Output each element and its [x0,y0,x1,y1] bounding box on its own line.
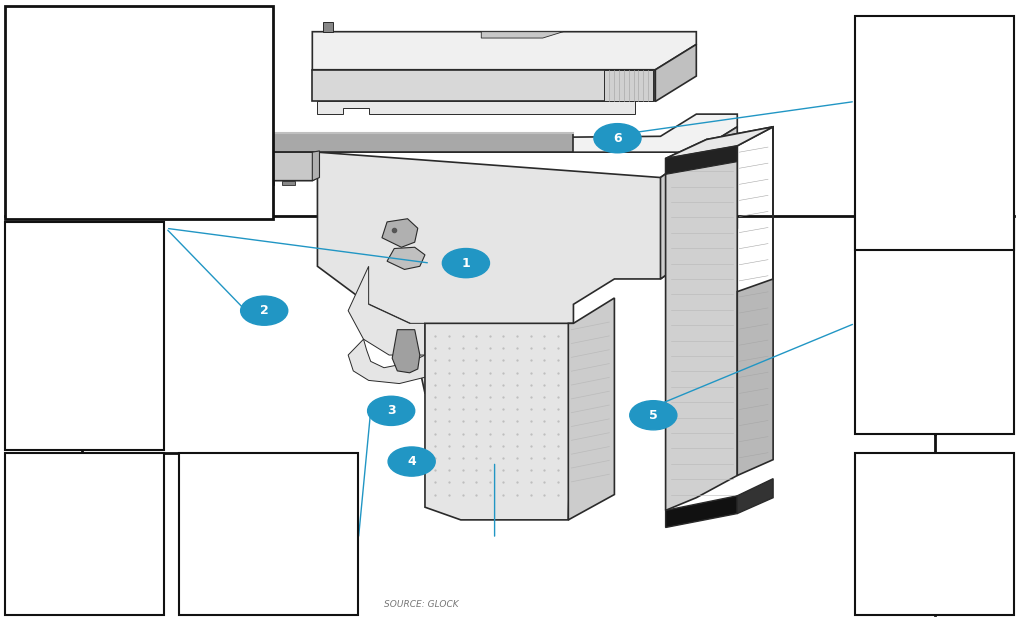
Text: The Glockworks:: The Glockworks: [18,32,193,51]
Polygon shape [655,44,696,101]
Circle shape [442,249,489,278]
Polygon shape [481,32,563,38]
Polygon shape [387,247,425,269]
Text: The design accom-
modates large clips
in many models,
giving the user more
firep: The design accom- modates large clips in… [863,250,981,323]
Polygon shape [312,32,696,70]
Polygon shape [317,152,696,393]
Circle shape [594,124,641,153]
Polygon shape [317,101,635,114]
Polygon shape [282,181,295,185]
Text: 4: 4 [408,455,416,468]
FancyBboxPatch shape [855,212,1014,434]
FancyBboxPatch shape [5,222,164,450]
Polygon shape [317,114,737,152]
Polygon shape [666,127,773,158]
Polygon shape [261,181,274,185]
Text: 5: 5 [649,409,657,422]
Polygon shape [737,479,773,514]
Text: 1: 1 [462,257,470,269]
Polygon shape [392,330,420,373]
FancyBboxPatch shape [855,16,1014,250]
Polygon shape [323,22,333,32]
Text: utterly reliable invention: utterly reliable invention [18,130,284,149]
Circle shape [241,296,288,325]
Text: 2: 2 [260,304,268,317]
Circle shape [630,401,677,430]
Text: 6: 6 [613,132,622,145]
Polygon shape [382,219,418,247]
Polygon shape [133,133,148,152]
Polygon shape [425,323,573,520]
Polygon shape [604,70,653,101]
Text: The frame is
made of corrosion-
resistant plastic
that is 86 percent
lighter tha: The frame is made of corrosion- resistan… [863,54,970,113]
Text: SOURCE: GLOCK: SOURCE: GLOCK [384,600,459,609]
Text: Inside Gaston Glock’s: Inside Gaston Glock’s [18,79,247,98]
FancyBboxPatch shape [5,453,164,615]
Polygon shape [707,127,773,476]
Polygon shape [348,339,440,384]
Polygon shape [666,139,737,510]
Text: 2. Finish:: 2. Finish: [13,467,68,477]
FancyBboxPatch shape [179,453,358,615]
Text: 6. Polymer:: 6. Polymer: [863,30,931,40]
Polygon shape [666,146,737,174]
Text: 5. Capacity:: 5. Capacity: [863,226,933,236]
Circle shape [388,447,435,476]
Polygon shape [568,298,614,520]
Text: The light, consis-
tent pull weight
(5.5 pounds)
enhances accuracy: The light, consis- tent pull weight (5.5… [863,491,970,538]
Text: Tenifer, as Glock
calls the high-tech
surface treatment of
its steel barrel and
: Tenifer, as Glock calls the high-tech su… [13,491,131,576]
Polygon shape [348,266,425,355]
FancyBboxPatch shape [855,453,1014,615]
Text: With only 34 parts
in total, the Glock
is far simpler than
most comparable
guns : With only 34 parts in total, the Glock i… [13,260,125,344]
Text: 3. Safety:: 3. Safety: [187,467,245,477]
Polygon shape [666,496,737,527]
Polygon shape [246,152,317,181]
Polygon shape [312,70,655,101]
Text: 1. Design:: 1. Design: [13,236,73,246]
Polygon shape [148,133,573,152]
Polygon shape [660,127,737,279]
Circle shape [368,396,415,425]
Text: 4. Trigger:: 4. Trigger: [863,467,925,477]
Text: For simplicity of
use, the Glock does
not have a con-
ventional external
safety;: For simplicity of use, the Glock does no… [187,491,298,576]
Polygon shape [312,151,319,181]
FancyBboxPatch shape [5,6,273,219]
Text: 3: 3 [387,404,395,417]
